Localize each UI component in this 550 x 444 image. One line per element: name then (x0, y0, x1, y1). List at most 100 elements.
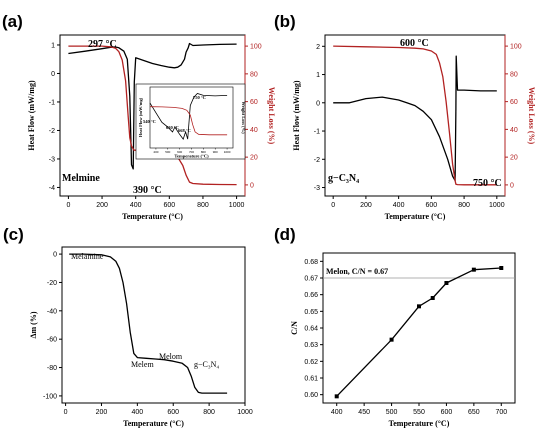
y-tick-label: -1 (314, 129, 320, 136)
y-tick-label: -3 (49, 156, 55, 163)
panel-a: (a)0 200 400 600 800 100010-1-2-3-41008060402… (2, 12, 276, 221)
y-axis-title: C/N (290, 321, 299, 335)
series-line-0 (336, 267, 502, 397)
y-tick-label: -60 (47, 337, 57, 344)
x-tick-label: 0 (64, 409, 68, 416)
annotation: 390 °C (133, 185, 162, 196)
y-right-tick-label: 60 (250, 99, 258, 106)
panel-label: (c) (3, 225, 24, 244)
x-tick-label: 450 (358, 409, 370, 416)
y-tick-label: 0.60 (304, 392, 318, 399)
inset-x-tick-label: 900 (213, 150, 218, 154)
x-tick-label: 500 (386, 409, 398, 416)
inset-annotation: 630 °C (166, 125, 179, 130)
y-tick-label: -80 (47, 365, 57, 372)
y-right-tick-label: 100 (250, 44, 262, 51)
y-right-tick-label: 0 (250, 182, 254, 189)
panel-label: (b) (274, 12, 296, 31)
x-tick-label: 1000 (489, 202, 505, 209)
series-line-1 (68, 45, 237, 186)
y-right-tick-label: 20 (250, 155, 258, 162)
data-point (444, 281, 449, 285)
inset-x-axis-title: Temperature (°C) (174, 154, 209, 159)
y-right-tick-label: 60 (510, 99, 518, 106)
x-tick-label: 400 (393, 202, 405, 209)
panel-label: (a) (2, 12, 23, 31)
series-line-0 (333, 55, 497, 182)
x-axis-title: Temperature (°C) (385, 212, 446, 221)
plot-frame (324, 34, 506, 197)
y-tick-label: -3 (314, 185, 320, 192)
y-right-tick-label: 20 (510, 155, 518, 162)
x-tick-label: 600 (426, 202, 438, 209)
y-tick-label: -100 (43, 393, 57, 400)
data-point (334, 394, 339, 399)
annotation: g−C₃N₄ (328, 173, 359, 184)
inset-x-tick-label: 800 (201, 150, 206, 154)
x-tick-label: 1000 (237, 409, 253, 416)
reference-line-label: Melon, C/N = 0.67 (326, 267, 388, 276)
series-line-0 (68, 42, 237, 170)
y-tick-label: 0 (53, 252, 57, 259)
x-axis-title: Temperature (°C) (389, 419, 450, 428)
y-right-tick-label: 0 (510, 182, 514, 189)
annotation: g−C₃N₄ (194, 360, 219, 369)
y-tick-label: 0 (316, 100, 320, 107)
y-right-tick-label: 40 (510, 127, 518, 134)
y-tick-label: 0.62 (304, 359, 318, 366)
data-point (389, 337, 394, 342)
x-tick-label: 700 (495, 409, 507, 416)
annotation: 600 °C (400, 38, 429, 49)
panel-c: (c) 0 200 400 600 800 1000 0 -20 -40 -60 -80 -100 Tem… (3, 225, 253, 428)
x-tick-label: 200 (96, 202, 108, 209)
x-tick-label: 200 (96, 409, 108, 416)
x-tick-label: 400 (132, 409, 144, 416)
y-right-tick-label: 40 (250, 127, 258, 134)
inset-y-axis-title: Heat Flow (mW/mg) (138, 97, 143, 137)
y-tick-label: 0.63 (304, 342, 318, 349)
annotation: 297 °C (88, 39, 117, 50)
annotation: Melamine (71, 252, 104, 261)
y-axis-title: Heat Flow (mW/mg) (27, 80, 36, 151)
y-tick-label: 0 (51, 71, 55, 78)
panel-b: (b)0 200 400 600 800 1000210-1-2-310080604020… (274, 12, 536, 221)
panel-d: (d) Melon, C/N = 0.67 400 450 500 550 600 650 70… (274, 225, 516, 428)
y-right-axis-title: Weight Loss (%) (527, 87, 536, 145)
inset-annotation: 540 °C (143, 119, 156, 124)
x-tick-label: 0 (66, 202, 70, 209)
annotation: 750 °C (473, 178, 502, 189)
x-tick-label: 550 (413, 409, 425, 416)
inset-annotation: 668 °C (178, 128, 191, 133)
y-right-tick-label: 100 (510, 44, 522, 51)
x-tick-label: 1000 (229, 202, 245, 209)
x-tick-label: 800 (197, 202, 209, 209)
series-line-0 (69, 253, 228, 394)
y-tick-label: 0.67 (304, 276, 318, 283)
y-tick-label: 0.66 (304, 292, 318, 299)
inset-x-tick-label: 700 (189, 150, 194, 154)
inset-weight-loss-line (149, 106, 228, 136)
x-tick-label: 800 (458, 202, 470, 209)
inset-x-tick-label: 1000 (224, 150, 231, 154)
x-tick-label: 400 (130, 202, 142, 209)
inset-background (135, 83, 246, 160)
annotation: Melmine (62, 173, 100, 184)
x-tick-label: 0 (331, 202, 335, 209)
inset-x-tick-label: 400 (153, 150, 158, 154)
inset-y-right-axis-title: Weight Loss (%) (241, 101, 246, 134)
y-tick-label: -40 (47, 308, 57, 315)
y-tick-label: -2 (49, 128, 55, 135)
x-tick-label: 800 (203, 409, 215, 416)
y-tick-label: 2 (316, 44, 320, 51)
y-tick-label: 0.64 (304, 326, 318, 333)
y-right-axis-title: Weight Loss (%) (267, 87, 276, 145)
x-tick-label: 600 (163, 202, 175, 209)
data-point (417, 304, 421, 309)
data-point (430, 296, 435, 300)
y-right-tick-label: 80 (250, 71, 258, 78)
y-tick-label: -4 (49, 185, 55, 192)
x-tick-label: 200 (360, 202, 372, 209)
inset-annotation: 750 °C (193, 95, 206, 100)
inset-heat-flow-line (149, 93, 228, 140)
